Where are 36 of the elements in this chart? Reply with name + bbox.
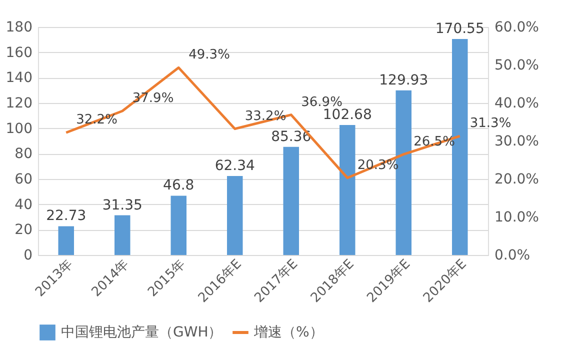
y2-tick-label: 30.0% <box>494 134 539 150</box>
y2-tick-label: 0.0% <box>494 248 530 264</box>
legend-label: 中国锂电池产量（GWH） <box>61 324 222 340</box>
y2-tick-label: 10.0% <box>494 210 539 226</box>
data-label: 49.3% <box>188 48 230 63</box>
data-label: 33.2% <box>244 108 286 124</box>
y-tick-label: 80 <box>14 146 32 162</box>
y-tick-label: 20 <box>14 222 32 238</box>
data-label: 31.35 <box>102 197 142 214</box>
y-tick-label: 60 <box>14 172 32 188</box>
bar <box>58 226 74 255</box>
data-label: 129.93 <box>379 72 428 88</box>
y-tick-label: 40 <box>14 196 32 213</box>
y2-tick-label: 20.0% <box>494 172 539 188</box>
data-label: 62.34 <box>214 158 255 174</box>
bar <box>340 124 356 255</box>
line-series <box>64 66 462 180</box>
y-tick-label: 160 <box>6 44 32 61</box>
bar <box>114 215 130 255</box>
data-label: 22.73 <box>46 208 86 224</box>
bar <box>227 176 243 255</box>
legend-label: 增速（%） <box>253 324 324 340</box>
y-tick-label: 100 <box>6 120 32 137</box>
y-tick-label: 0 <box>24 248 32 264</box>
bar <box>283 146 299 255</box>
data-label: 85.36 <box>271 128 312 145</box>
y2-tick-label: 50.0% <box>494 58 539 74</box>
data-label: 170.55 <box>435 20 484 37</box>
y-tick-label: 140 <box>6 70 32 86</box>
bar <box>170 196 186 255</box>
y-tick-label: 180 <box>6 20 32 36</box>
data-label: 31.3% <box>470 116 512 132</box>
y2-tick-label: 40.0% <box>494 96 539 112</box>
y2-tick-label: 60.0% <box>494 20 539 36</box>
data-label: 46.8 <box>163 178 194 194</box>
y-tick-label: 120 <box>6 96 32 112</box>
